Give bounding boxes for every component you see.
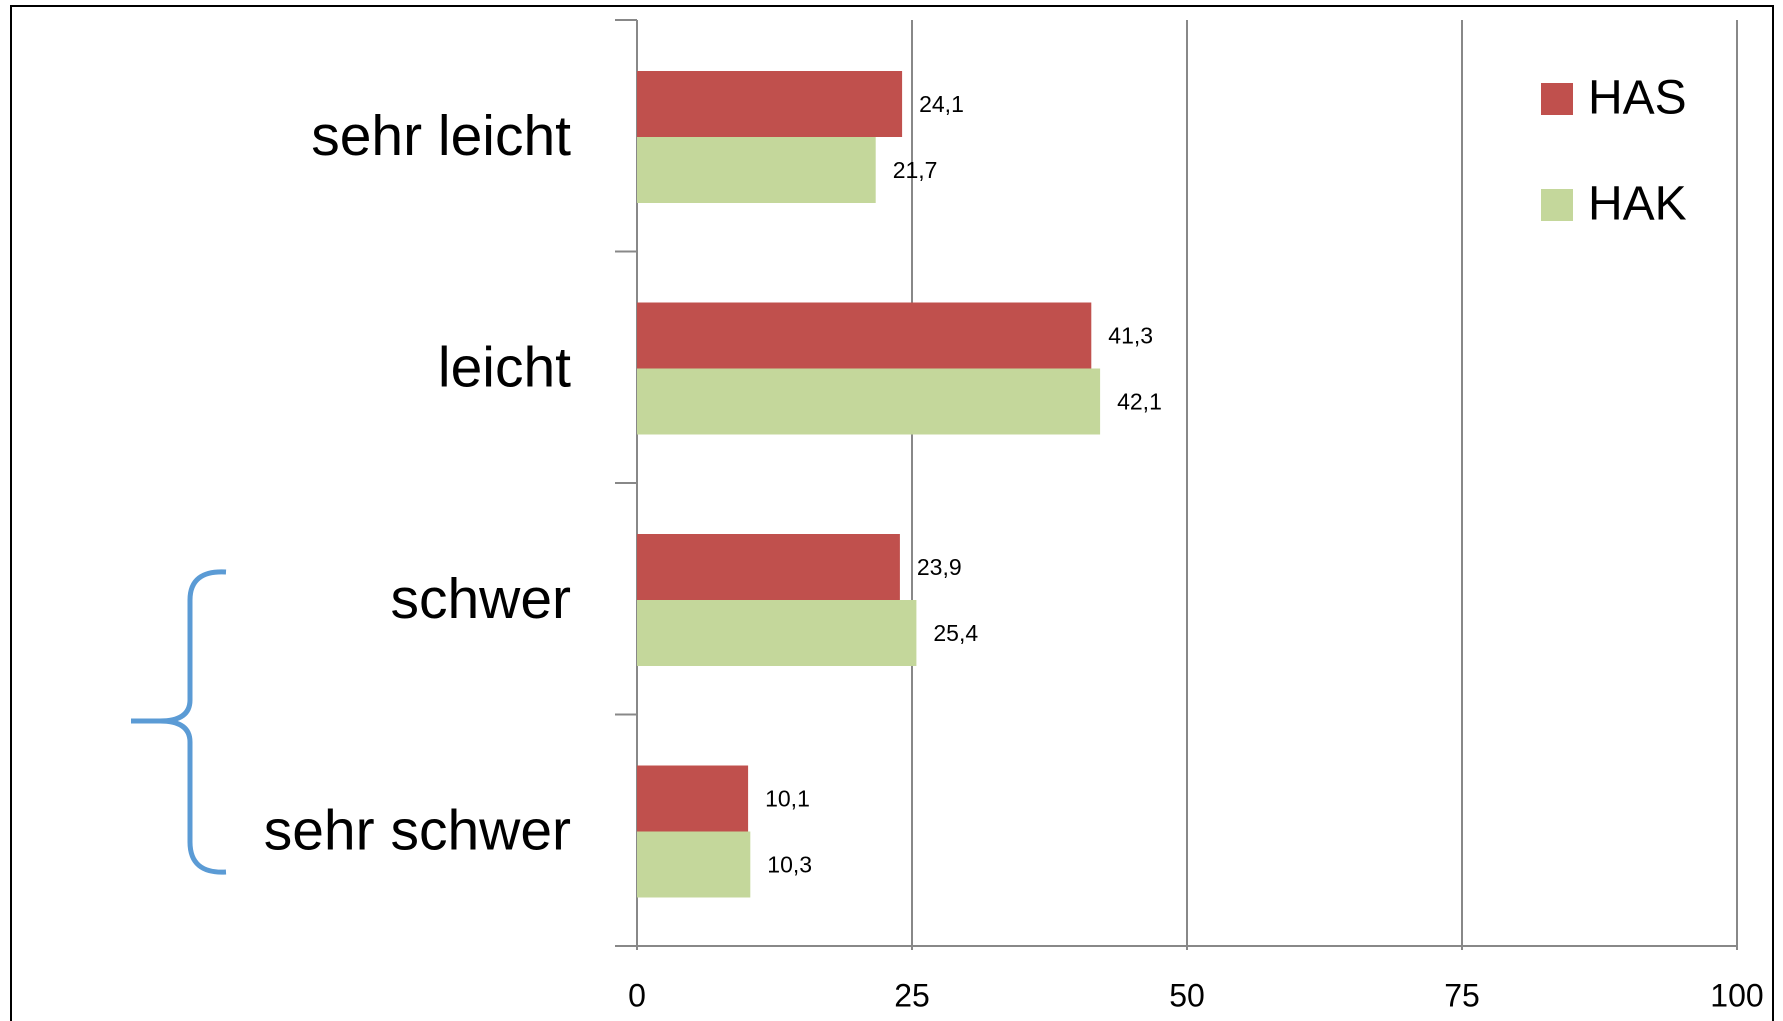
legend-label: HAK (1588, 178, 1687, 231)
bar (637, 765, 749, 832)
bar (637, 534, 900, 600)
bar (637, 368, 1101, 435)
y-tick-label: sehr schwer (264, 798, 571, 862)
value-label: 23,9 (917, 554, 962, 580)
x-tick-label: 0 (628, 977, 646, 1013)
value-label: 42,1 (1117, 389, 1162, 415)
x-tick-label: 75 (1444, 977, 1480, 1013)
x-tick-label: 100 (1710, 977, 1763, 1013)
value-label: 25,4 (933, 620, 978, 646)
legend-swatch (1541, 83, 1573, 115)
bar (637, 71, 903, 137)
y-tick-label: sehr leicht (311, 104, 571, 168)
legend-label: HAS (1588, 72, 1687, 125)
x-tick-label: 25 (894, 977, 930, 1013)
y-tick-label: leicht (438, 335, 571, 399)
brace (131, 569, 227, 875)
x-tick-label: 50 (1169, 977, 1205, 1013)
y-tick-label: schwer (390, 567, 571, 631)
value-label: 21,7 (893, 157, 938, 183)
bar (637, 137, 876, 203)
chart-frame (10, 5, 1774, 1021)
value-label: 41,3 (1108, 323, 1153, 349)
bar (637, 302, 1092, 369)
bar (637, 600, 917, 666)
bar (637, 831, 751, 898)
value-label: 10,3 (767, 852, 812, 878)
legend-swatch (1541, 189, 1573, 221)
value-label: 24,1 (919, 91, 964, 117)
value-label: 10,1 (765, 786, 810, 812)
